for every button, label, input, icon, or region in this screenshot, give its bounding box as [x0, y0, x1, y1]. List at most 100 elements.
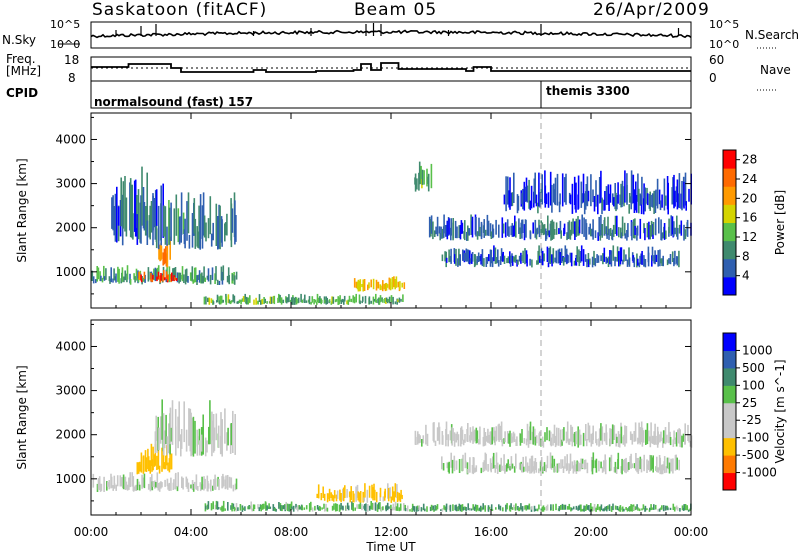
data-cell — [465, 248, 468, 262]
data-cell — [608, 457, 611, 472]
data-cell — [367, 504, 369, 512]
data-cell — [216, 294, 219, 302]
nsky-label: N.Sky — [2, 33, 37, 47]
data-cell — [168, 482, 170, 491]
data-cell — [316, 505, 319, 510]
y-tick-label: 3000 — [55, 177, 86, 191]
data-cell — [503, 454, 505, 472]
data-cell — [382, 496, 385, 502]
data-cell — [496, 462, 499, 474]
data-cell — [216, 279, 219, 285]
data-cell — [105, 268, 107, 280]
data-cell — [578, 249, 580, 263]
data-cell — [624, 233, 627, 239]
data-cell — [394, 301, 397, 305]
data-cell — [495, 257, 498, 264]
data-cell — [561, 459, 564, 468]
data-cell — [460, 220, 463, 234]
data-cell — [494, 430, 496, 446]
data-cell — [143, 202, 146, 231]
data-cell — [377, 281, 380, 289]
data-cell — [494, 247, 497, 264]
data-cell — [592, 219, 594, 240]
data-cell — [586, 462, 589, 474]
data-cell — [370, 279, 372, 288]
data-cell — [488, 254, 490, 262]
data-cell — [557, 249, 560, 264]
data-cell — [534, 458, 537, 471]
data-cell — [427, 173, 430, 192]
data-cell — [596, 254, 598, 263]
data-cell — [151, 459, 153, 472]
colorbar-tick-label: -25 — [742, 413, 762, 427]
data-cell — [400, 298, 402, 302]
data-cell — [653, 504, 655, 510]
data-cell — [552, 248, 555, 264]
data-cell — [607, 256, 610, 267]
data-cell — [672, 177, 674, 205]
data-cell — [688, 435, 690, 443]
data-cell — [373, 298, 376, 302]
data-cell — [510, 225, 512, 236]
data-cell — [545, 505, 548, 511]
data-cell — [436, 216, 439, 237]
data-cell — [239, 504, 242, 511]
data-cell — [160, 273, 162, 281]
data-cell — [326, 493, 329, 503]
data-cell — [152, 195, 154, 231]
data-cell — [659, 457, 661, 475]
colorbar-segment — [723, 258, 736, 278]
data-cell — [379, 295, 382, 303]
data-cell — [609, 184, 612, 203]
data-cell — [272, 504, 275, 511]
data-cell — [643, 454, 645, 470]
data-cell — [510, 503, 512, 510]
data-cell — [203, 215, 206, 238]
data-cell — [396, 484, 398, 499]
data-cell — [559, 429, 562, 447]
data-cell — [671, 251, 674, 262]
data-cell — [538, 225, 541, 238]
data-cell — [416, 505, 419, 510]
data-cell — [668, 218, 670, 234]
data-cell — [617, 452, 620, 470]
data-cell — [202, 414, 204, 455]
data-cell — [602, 508, 604, 512]
data-cell — [571, 461, 574, 469]
data-cell — [453, 460, 456, 472]
data-cell — [636, 225, 639, 236]
data-cell — [620, 426, 623, 444]
data-cell — [462, 249, 464, 261]
data-cell — [568, 220, 571, 239]
colorbar-tick-label: -500 — [742, 448, 769, 462]
data-cell — [541, 250, 544, 266]
data-cell — [174, 267, 177, 280]
data-cell — [374, 502, 377, 511]
data-cell — [626, 185, 628, 205]
colorbar-tick-label: 28 — [742, 153, 757, 167]
data-cell — [579, 251, 582, 263]
data-cell — [523, 506, 526, 510]
data-cell — [178, 272, 180, 284]
data-cell — [641, 427, 644, 447]
data-cell — [581, 509, 584, 512]
data-cell — [591, 228, 593, 237]
data-cell — [543, 253, 545, 262]
data-cell — [504, 468, 506, 474]
data-cell — [607, 216, 609, 236]
data-cell — [603, 460, 605, 472]
data-cell — [356, 281, 359, 290]
data-cell — [305, 505, 308, 510]
data-cell — [650, 220, 653, 237]
data-cell — [661, 464, 664, 475]
data-cell — [434, 440, 437, 446]
data-cell — [336, 503, 338, 512]
data-cell — [330, 492, 333, 498]
data-cell — [587, 253, 590, 264]
data-cell — [137, 278, 140, 283]
data-cell — [467, 423, 469, 442]
data-cell — [657, 467, 659, 473]
data-cell — [479, 255, 481, 262]
data-cell — [169, 273, 171, 280]
